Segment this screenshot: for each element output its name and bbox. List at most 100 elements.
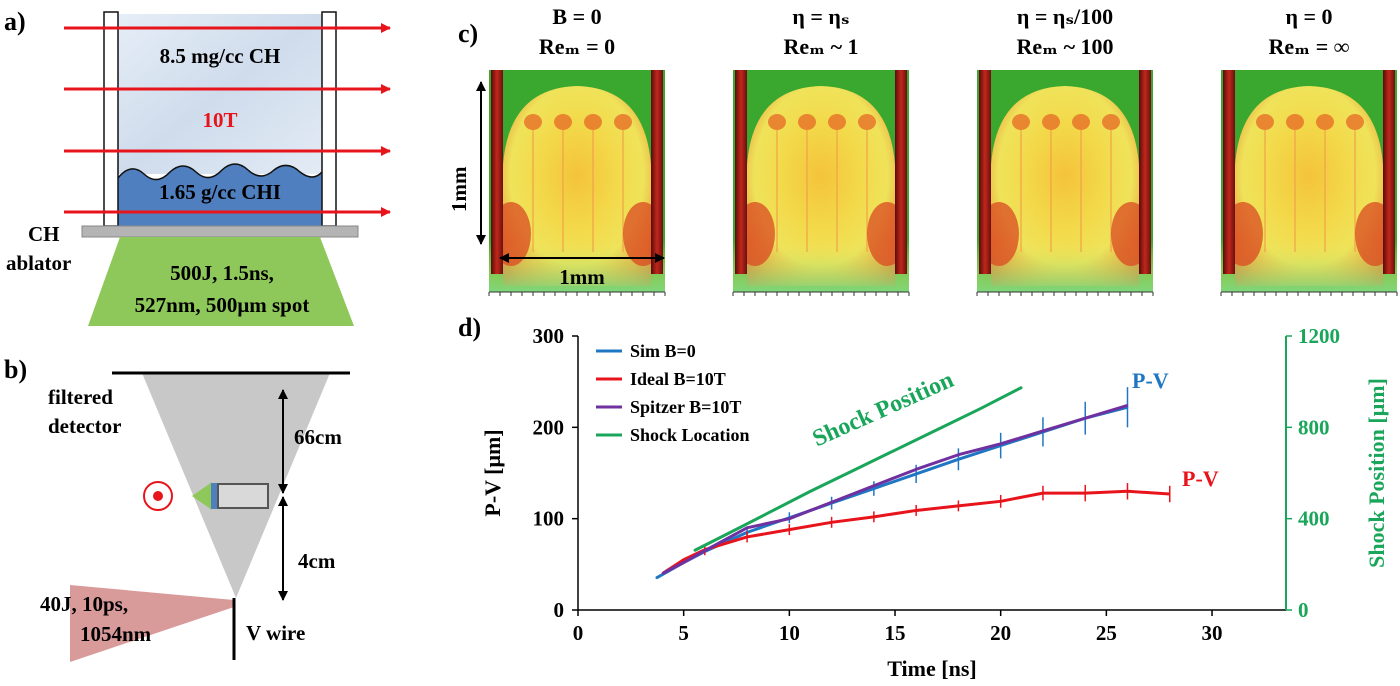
- sim-spike: [768, 114, 786, 130]
- data-point: [682, 558, 685, 561]
- sim-spike: [1072, 114, 1090, 130]
- sim-wall-left: [491, 70, 503, 274]
- y-axis-label: P-V [μm]: [480, 429, 505, 516]
- x-tick-label: 25: [1096, 621, 1117, 645]
- data-point: [661, 572, 664, 575]
- annotation-shock-position: Shock Position: [809, 367, 958, 452]
- sim-spike: [1102, 114, 1120, 130]
- y-tick-label: 0: [554, 598, 565, 622]
- backlighter-beam: [70, 585, 234, 662]
- data-point: [830, 501, 833, 504]
- ablator-label-1: CH: [28, 222, 60, 246]
- drive-laser: [88, 237, 354, 326]
- sim-spike: [1286, 114, 1304, 130]
- foam-label: 8.5 mg/cc CH: [160, 44, 281, 68]
- data-point: [915, 468, 917, 471]
- y2-tick-label: 800: [1298, 415, 1330, 439]
- field-direction-dot: [153, 491, 163, 501]
- x-tick-label: 20: [990, 621, 1011, 645]
- distance-bottom-label: 4cm: [298, 549, 336, 573]
- data-point: [936, 428, 939, 431]
- data-point: [1084, 417, 1087, 420]
- y-tick-label: 200: [533, 415, 565, 439]
- y2-tick-label: 1200: [1298, 324, 1340, 348]
- data-point: [1042, 430, 1044, 432]
- sim-spike: [1316, 114, 1334, 130]
- legend-label-2: Ideal B=10T: [630, 369, 726, 389]
- x-axis-label: Time [ns]: [887, 656, 976, 681]
- chi-interface: [117, 163, 323, 181]
- sim-wall-right: [651, 70, 663, 274]
- sim-panel-1: B = 0 Reₘ = 0: [488, 4, 666, 296]
- y2-tick-label: 400: [1298, 507, 1330, 531]
- data-point: [809, 490, 812, 493]
- data-point: [957, 453, 960, 456]
- sim-bubble: [991, 86, 1139, 286]
- beam-label-2: 1054nm: [80, 622, 152, 646]
- annotation-pv-blue: P-V: [1132, 368, 1169, 393]
- sim-bubble: [1235, 86, 1383, 286]
- x-tick-label: 5: [678, 621, 689, 645]
- scale-bar-vertical-label: 1mm: [447, 166, 471, 212]
- sim-wall-left: [979, 70, 991, 274]
- chi-label: 1.65 g/cc CHI: [159, 180, 281, 204]
- annotation-pv-red: P-V: [1182, 466, 1219, 491]
- panel-c: c) B = 0 Reₘ = 0 η = ηₛ Reₘ ~ 1 η = ηₛ/100 Re…: [447, 4, 1398, 296]
- sim-bubble: [503, 86, 651, 286]
- sim-panel-title: η = ηₛ: [792, 4, 849, 29]
- x-tick-label: 15: [885, 621, 906, 645]
- panel-c-label: c): [458, 19, 478, 48]
- sim-spike: [524, 114, 542, 130]
- sim-bubble: [747, 86, 895, 286]
- sim-panel-title: η = 0: [1285, 4, 1332, 29]
- sim-spike: [1042, 114, 1060, 130]
- sim-panel-subtitle: Reₘ = ∞: [1269, 34, 1350, 59]
- distance-top-label: 66cm: [294, 425, 342, 449]
- panel-b-label: b): [4, 355, 27, 384]
- tube-wall-right: [321, 11, 337, 227]
- sim-spike: [554, 114, 572, 130]
- sim-panel-2: η = ηₛ Reₘ ~ 1: [732, 4, 910, 296]
- legend-label-1: Sim B=0: [630, 341, 696, 361]
- simulation-panels: B = 0 Reₘ = 0 η = ηₛ Reₘ ~ 1 η = ηₛ/100 Reₘ ~…: [488, 4, 1398, 296]
- sim-spike: [1346, 114, 1364, 130]
- y-tick-label: 100: [533, 507, 565, 531]
- sim-panel-4: η = 0 Reₘ = ∞: [1220, 4, 1398, 296]
- data-point: [851, 469, 854, 472]
- panel-a-label: a): [4, 7, 26, 36]
- laser-line-2: 527nm, 500μm spot: [135, 293, 310, 317]
- data-point: [693, 549, 696, 552]
- sim-spike: [798, 114, 816, 130]
- sim-panel-subtitle: Reₘ = 0: [539, 34, 615, 59]
- detector-label-2: detector: [48, 414, 121, 438]
- sim-panel-3: η = ηₛ/100 Reₘ ~ 100: [976, 4, 1154, 296]
- sim-wall-left: [735, 70, 747, 274]
- data-point: [682, 561, 685, 564]
- y-tick-label: 300: [533, 324, 565, 348]
- sim-wall-left: [1223, 70, 1235, 274]
- x-tick-label: 10: [779, 621, 800, 645]
- field-label: 10T: [202, 108, 237, 132]
- detector-label-1: filtered: [48, 385, 113, 409]
- sim-spike: [1256, 114, 1274, 130]
- data-point: [704, 549, 706, 552]
- data-point: [999, 442, 1002, 445]
- wire-label: V wire: [246, 621, 305, 645]
- data-point: [746, 527, 748, 529]
- y2-axis-label: Shock Position [μm]: [1364, 378, 1389, 568]
- sim-panel-subtitle: Reₘ ~ 1: [783, 34, 858, 59]
- data-point: [894, 449, 896, 451]
- panel-a: a) 8.5 mg/cc CH 10T 1.65 g/cc CHI CH abl…: [4, 7, 391, 326]
- scale-bar-horizontal-label: 1mm: [559, 265, 605, 289]
- panel-d-label: d): [458, 313, 481, 342]
- beam-label-1: 40J, 10ps,: [40, 592, 128, 616]
- foam-region: [118, 14, 322, 174]
- sim-wall-right: [1139, 70, 1151, 274]
- ablator-label-2: ablator: [6, 251, 71, 275]
- sim-spike: [1012, 114, 1030, 130]
- sim-spike: [614, 114, 632, 130]
- sim-panel-title: η = ηₛ/100: [1017, 4, 1113, 29]
- x-tick-label: 30: [1202, 621, 1223, 645]
- target-drive-cone: [192, 482, 212, 510]
- sim-wall-right: [895, 70, 907, 274]
